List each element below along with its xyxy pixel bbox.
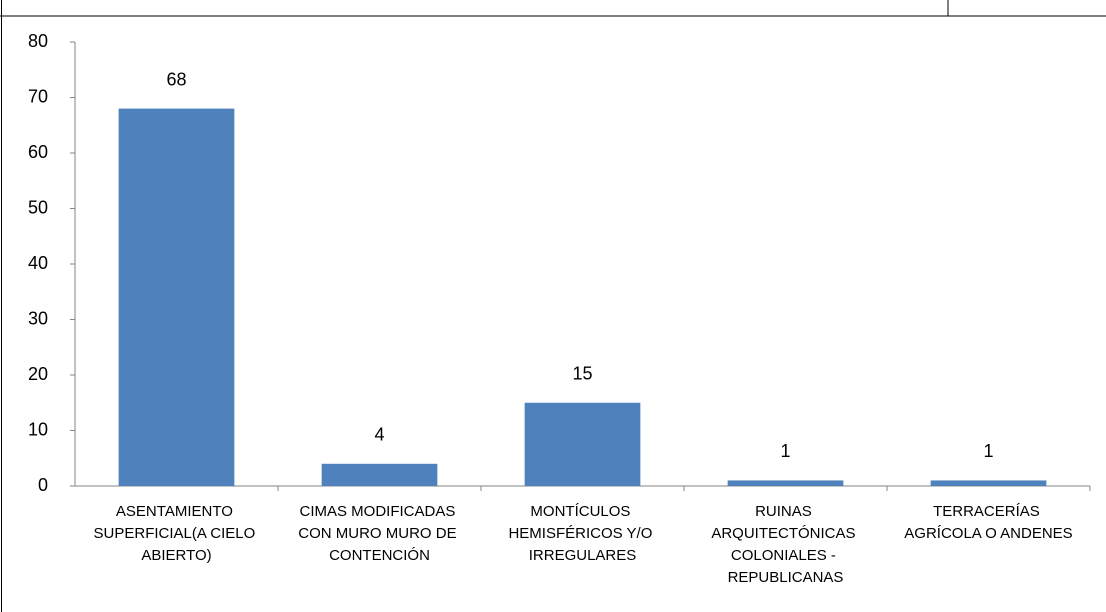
y-tick-label: 70 — [28, 86, 48, 106]
x-tick-label: MONTÍCULOS HEMISFÉRICOS Y/O IRREGULARES — [508, 503, 656, 564]
y-tick-label: 0 — [38, 475, 48, 495]
x-tick-label: TERRACERÍAS AGRÍCOLA O ANDENES — [904, 503, 1072, 542]
x-tick-label: RUINAS ARQUITECTÓNICAS COLONIALES - REPU… — [711, 503, 859, 586]
value-label: 1 — [780, 441, 790, 461]
y-tick-label: 10 — [28, 419, 48, 439]
bar — [524, 402, 641, 486]
y-tick-label: 30 — [28, 308, 48, 328]
value-label: 1 — [983, 441, 993, 461]
y-tick-label: 80 — [28, 31, 48, 51]
y-tick-label: 60 — [28, 142, 48, 162]
bar — [118, 108, 235, 486]
value-label: 15 — [572, 364, 592, 384]
bar — [321, 463, 438, 486]
x-tick-label: ASENTAMIENTO SUPERFICIAL(A CIELO ABIERTO… — [94, 503, 260, 564]
x-tick-label: CIMAS MODIFICADAS CON MURO MURO DE CONTE… — [298, 503, 461, 564]
y-tick-label: 40 — [28, 253, 48, 273]
y-tick-label: 20 — [28, 364, 48, 384]
value-label: 4 — [374, 425, 384, 445]
bar — [930, 480, 1047, 486]
bar — [727, 480, 844, 486]
y-tick-label: 50 — [28, 197, 48, 217]
value-label: 68 — [166, 69, 186, 89]
